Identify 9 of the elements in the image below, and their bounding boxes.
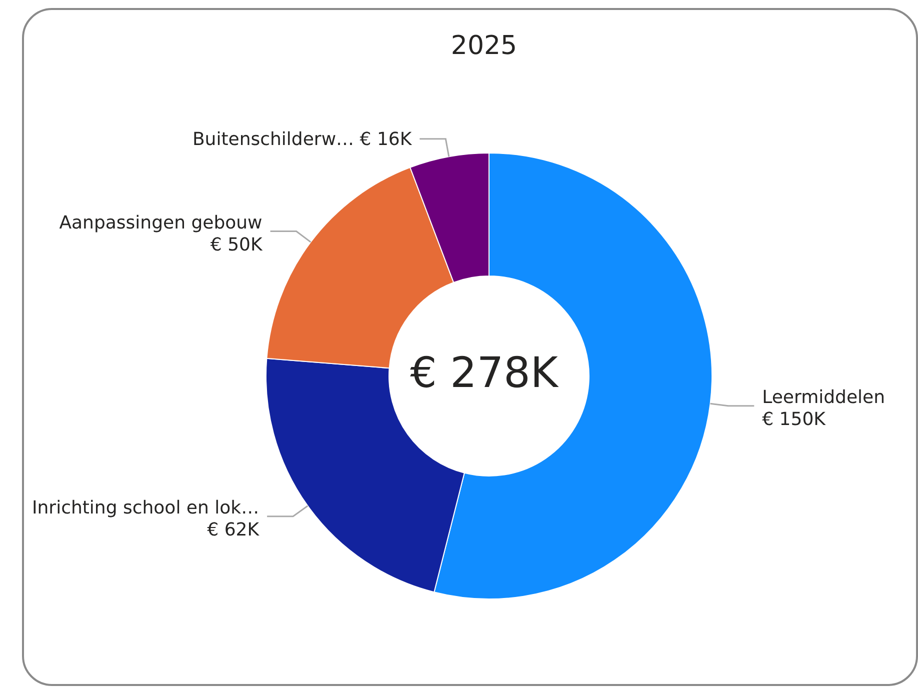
text: € 278K	[410, 348, 560, 397]
data-label: € 62K	[207, 519, 260, 540]
chart-title: 2025	[450, 31, 518, 61]
data-label: € 50K	[210, 234, 264, 256]
slice-label: Buitenschilderw… € 16K	[192, 128, 413, 150]
slice-label: Leermiddelen	[762, 386, 886, 408]
data-label: € 150K	[762, 408, 827, 430]
slice-label: Inrichting school en lok…	[32, 497, 260, 518]
slice-label: Aanpassingen gebouw	[59, 212, 262, 234]
